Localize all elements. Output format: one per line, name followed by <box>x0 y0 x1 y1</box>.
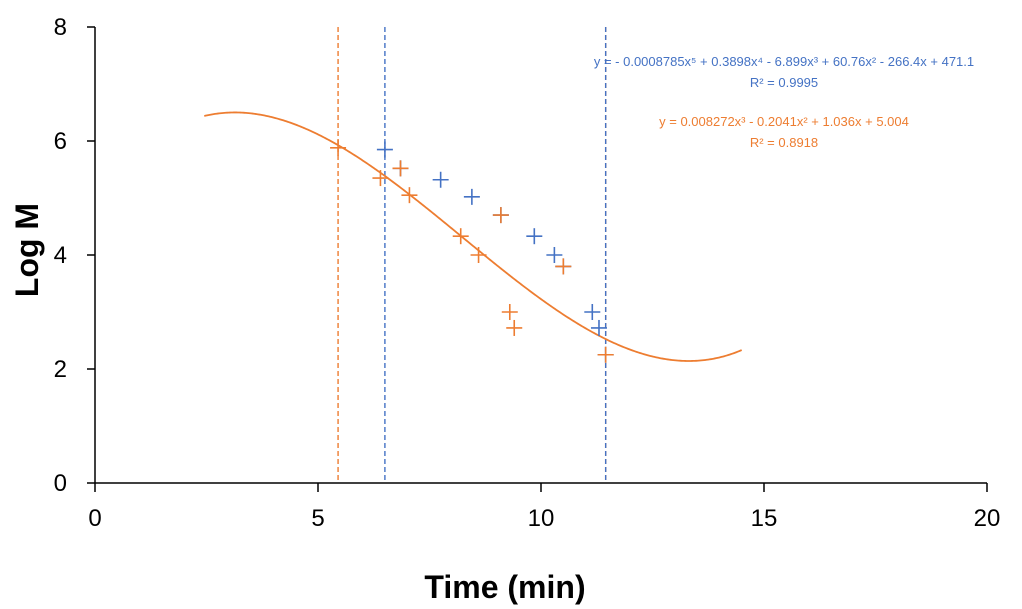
trendline-1 <box>204 111 743 362</box>
y-tick-label-1: 2 <box>54 356 67 383</box>
x-axis-title: Time (min) <box>424 569 585 605</box>
data-point-s0-2 <box>432 171 449 188</box>
x-tick-label-3: 15 <box>751 505 778 532</box>
y-tick-label-4: 8 <box>54 14 67 41</box>
data-points <box>330 139 614 363</box>
x-tick-label-0: 0 <box>88 505 101 532</box>
x-tick-label-1: 5 <box>311 505 324 532</box>
data-point-s1-8 <box>506 319 523 336</box>
y-tick-label-3: 6 <box>54 128 67 155</box>
trendline-r2-orange: R² = 0.8918 <box>750 135 818 150</box>
y-tick-labels: 0 2 4 6 8 <box>54 14 95 497</box>
data-point-s1-9 <box>555 258 572 275</box>
x-tick-labels: 0 5 10 15 20 <box>88 483 1000 532</box>
data-point-s1-2 <box>392 160 409 177</box>
data-point-s1-4 <box>452 228 469 245</box>
data-point-s1-0 <box>330 139 347 156</box>
trendline-equation-blue: y = - 0.0008785x⁵ + 0.3898x⁴ - 6.899x³ +… <box>594 54 974 69</box>
trendline-r2-blue: R² = 0.9995 <box>750 75 818 90</box>
data-point-s0-6 <box>546 247 563 263</box>
data-point-s1-3 <box>401 187 418 204</box>
axes <box>94 27 987 484</box>
data-point-s0-5 <box>526 228 543 245</box>
data-point-s0-8 <box>584 304 601 320</box>
y-tick-label-2: 4 <box>54 242 67 269</box>
data-point-s0-0 <box>376 141 393 158</box>
data-point-s0-9 <box>590 319 607 336</box>
data-point-s0-3 <box>463 188 480 205</box>
y-tick-label-0: 0 <box>54 470 67 497</box>
trendlines <box>204 111 743 362</box>
x-tick-label-2: 10 <box>528 505 555 532</box>
y-axis-title: Log M <box>9 203 45 297</box>
data-point-s1-10 <box>597 346 614 363</box>
data-point-s1-1 <box>372 170 389 187</box>
data-point-s1-5 <box>470 247 487 263</box>
data-point-s1-7 <box>501 304 518 320</box>
data-point-s1-6 <box>492 207 509 224</box>
x-tick-label-4: 20 <box>974 505 1001 532</box>
trendline-equation-orange: y = 0.008272x³ - 0.2041x² + 1.036x + 5.0… <box>659 114 909 129</box>
vertical-reference-lines <box>337 27 607 483</box>
